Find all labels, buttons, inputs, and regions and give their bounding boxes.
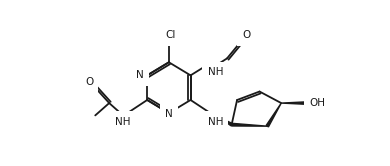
Polygon shape	[220, 118, 232, 126]
Text: OH: OH	[309, 98, 325, 108]
Text: O: O	[242, 30, 250, 40]
Text: N: N	[136, 70, 144, 80]
Polygon shape	[281, 102, 308, 104]
Polygon shape	[266, 103, 281, 127]
Text: Cl: Cl	[165, 30, 176, 40]
Polygon shape	[232, 123, 267, 126]
Text: NH: NH	[207, 67, 223, 77]
Text: O: O	[85, 77, 93, 86]
Text: NH: NH	[207, 117, 223, 126]
Text: NH: NH	[115, 117, 130, 126]
Text: N: N	[165, 109, 173, 119]
